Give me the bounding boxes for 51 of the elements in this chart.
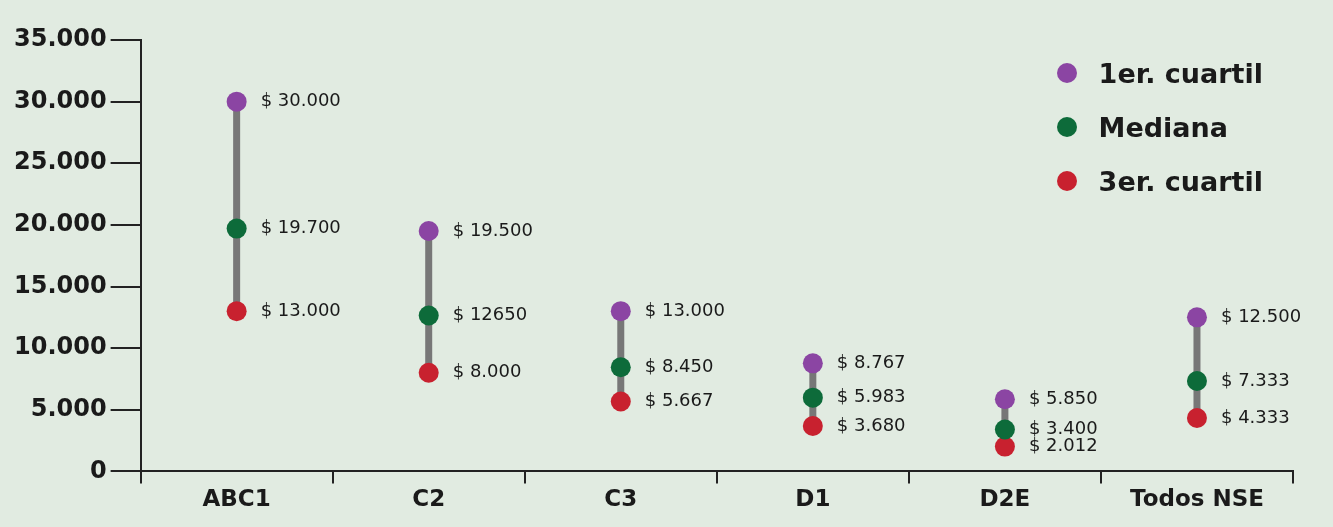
point — [1186, 307, 1207, 328]
data-label: $ 4.333 — [1220, 405, 1290, 427]
y-tick-label: 35.000 — [13, 24, 107, 53]
point — [1186, 407, 1207, 428]
data-label: $ 8.450 — [644, 354, 714, 376]
x-tick-label: D1 — [795, 485, 831, 512]
x-tick-label: C2 — [412, 485, 446, 512]
y-tick-label: 25.000 — [13, 147, 107, 176]
point — [610, 391, 631, 412]
point — [226, 301, 247, 322]
x-tick-label: Todos NSE — [1130, 485, 1264, 512]
data-label: $ 19.700 — [260, 216, 341, 238]
point — [610, 301, 631, 322]
data-label: $ 30.000 — [260, 89, 341, 111]
point — [802, 416, 823, 437]
point — [610, 357, 631, 378]
y-tick-label: 10.000 — [13, 332, 107, 361]
point — [994, 436, 1015, 457]
point — [226, 91, 247, 112]
y-tick-label: 15.000 — [13, 270, 107, 299]
data-label: $ 5.850 — [1028, 386, 1098, 408]
data-label: $ 19.500 — [452, 218, 533, 240]
legend-label: 1er. cuartil — [1098, 57, 1263, 89]
point — [994, 419, 1015, 440]
y-tick-label: 0 — [89, 455, 107, 484]
point — [1186, 371, 1207, 392]
data-label: $ 13.000 — [260, 298, 341, 320]
y-tick-label: 5.000 — [30, 394, 107, 423]
data-label: $ 7.333 — [1220, 368, 1290, 390]
data-label: $ 5.983 — [836, 385, 906, 407]
point — [418, 305, 439, 326]
point — [418, 221, 439, 242]
data-label: $ 12.500 — [1220, 305, 1302, 326]
data-label: $ 12650 — [452, 303, 528, 325]
data-label: $ 5.667 — [644, 389, 714, 411]
x-tick-label: ABC1 — [202, 485, 271, 512]
data-label: $ 3.680 — [836, 413, 906, 435]
point — [226, 218, 247, 239]
point — [994, 389, 1015, 410]
legend-label: 3er. cuartil — [1098, 165, 1263, 197]
data-label: $ 8.767 — [836, 351, 906, 373]
x-tick-label: D2E — [979, 485, 1031, 512]
point — [418, 362, 439, 383]
legend-label: Mediana — [1098, 111, 1229, 143]
point — [802, 353, 823, 374]
x-tick-label: C3 — [604, 485, 638, 512]
point — [802, 387, 823, 408]
data-label: $ 13.000 — [644, 298, 725, 320]
data-label: $ 8.000 — [452, 360, 522, 382]
y-tick-label: 20.000 — [13, 209, 107, 238]
y-tick-label: 30.000 — [13, 85, 107, 114]
